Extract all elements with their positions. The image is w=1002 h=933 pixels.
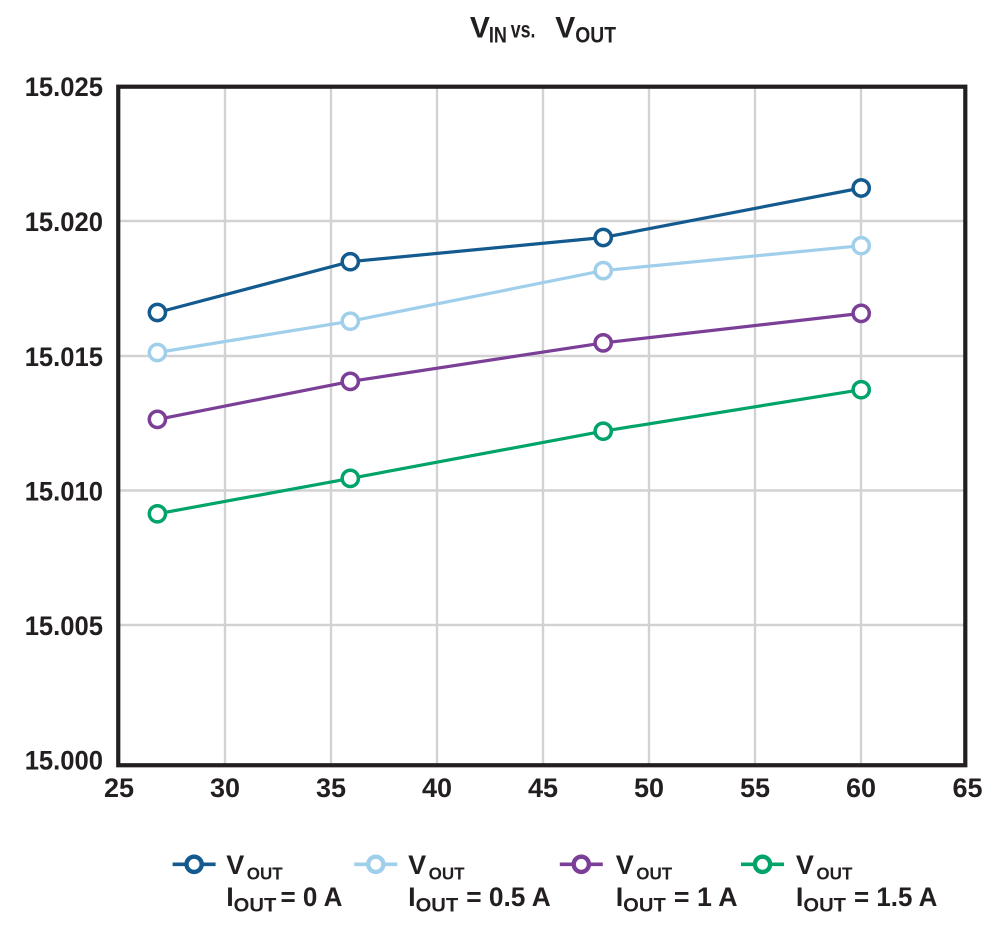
svg-text:OUT: OUT: [816, 864, 852, 884]
svg-text:15.005: 15.005: [25, 611, 103, 641]
svg-text:OUT: OUT: [803, 896, 846, 917]
svg-text:V: V: [616, 850, 634, 880]
svg-text:OUT: OUT: [416, 896, 459, 917]
svg-text:V: V: [408, 850, 426, 880]
svg-text:15.000: 15.000: [25, 746, 103, 776]
svg-text:I: I: [226, 882, 234, 912]
svg-text:OUT: OUT: [429, 864, 465, 884]
svg-text:65: 65: [952, 773, 982, 803]
svg-text:OUT: OUT: [575, 22, 616, 47]
svg-text:OUT: OUT: [234, 896, 277, 917]
svg-text:IN: IN: [489, 22, 507, 47]
svg-text:= 0 A: = 0 A: [281, 882, 343, 912]
svg-text:25: 25: [104, 773, 134, 803]
svg-text:15.010: 15.010: [25, 476, 103, 506]
svg-text:15.020: 15.020: [25, 207, 103, 237]
svg-text:40: 40: [422, 773, 452, 803]
svg-text:OUT: OUT: [247, 864, 283, 884]
svg-text:OUT: OUT: [636, 864, 672, 884]
svg-text:55: 55: [740, 773, 770, 803]
svg-text:= 0.5 A: = 0.5 A: [466, 882, 551, 912]
svg-text:vs.: vs.: [511, 16, 536, 42]
svg-text:V: V: [796, 850, 814, 880]
svg-text:60: 60: [846, 773, 876, 803]
svg-text:35: 35: [316, 773, 346, 803]
svg-text:15.015: 15.015: [25, 342, 103, 372]
svg-text:= 1.5 A: = 1.5 A: [854, 882, 937, 912]
svg-text:I: I: [408, 882, 416, 912]
svg-text:50: 50: [634, 773, 664, 803]
svg-text:V: V: [226, 850, 244, 880]
svg-text:V: V: [470, 11, 490, 44]
svg-text:= 1 A: = 1 A: [674, 882, 738, 912]
svg-text:15.025: 15.025: [25, 72, 103, 102]
svg-text:45: 45: [528, 773, 558, 803]
svg-text:30: 30: [210, 773, 240, 803]
svg-text:V: V: [555, 11, 575, 44]
svg-text:I: I: [616, 882, 624, 912]
svg-text:I: I: [796, 882, 804, 912]
svg-text:OUT: OUT: [623, 896, 666, 917]
